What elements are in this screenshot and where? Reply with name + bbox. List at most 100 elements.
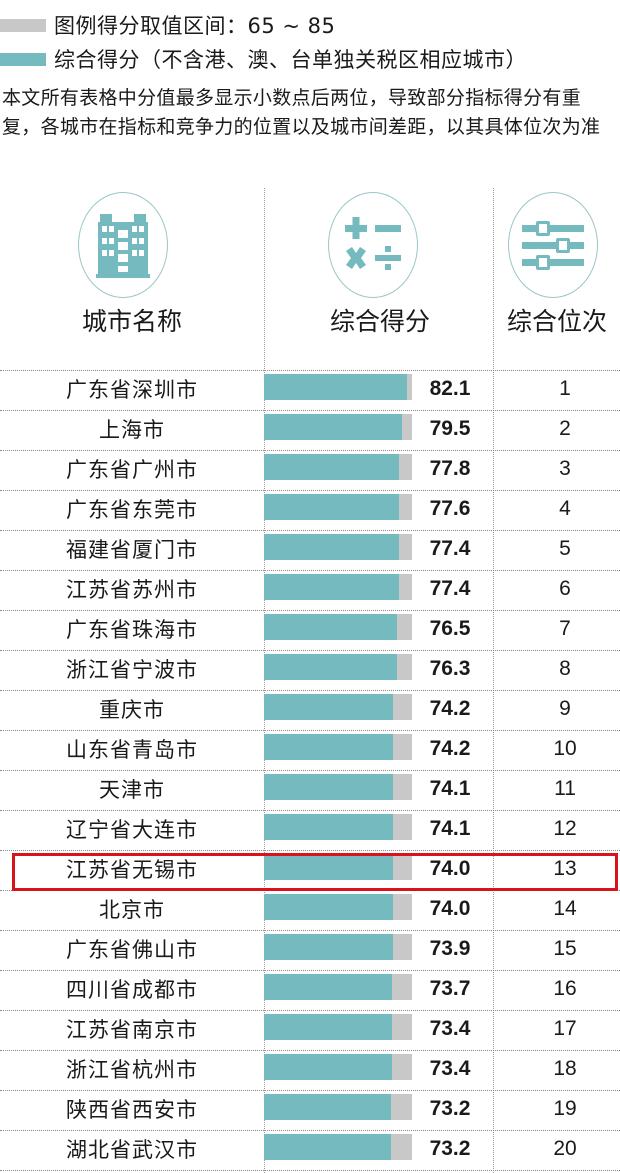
city-name: 辽宁省大连市 — [66, 818, 198, 842]
score-range-bar — [264, 774, 412, 800]
column-header-rank: 综合位次 — [506, 307, 607, 336]
row-divider — [0, 930, 620, 931]
score-value: 73.9 — [429, 937, 471, 960]
row-divider — [0, 450, 620, 451]
rank-value: 12 — [553, 817, 577, 840]
rank-value: 17 — [553, 1017, 577, 1040]
row-divider — [0, 650, 620, 651]
score-bar — [264, 574, 399, 600]
row-divider — [0, 730, 620, 731]
score-range-bar — [264, 1054, 412, 1080]
score-bar — [264, 774, 393, 800]
score-bar — [264, 974, 392, 1000]
city-name: 浙江省宁波市 — [66, 658, 198, 682]
rank-value: 1 — [559, 377, 571, 400]
score-range-bar — [264, 614, 412, 640]
score-range-bar — [264, 1134, 412, 1160]
score-bar — [264, 1134, 391, 1160]
row-divider — [0, 1090, 620, 1091]
table-row: 浙江省杭州市 73.4 18 — [0, 1050, 620, 1090]
score-bar — [264, 1014, 392, 1040]
rank-value: 19 — [553, 1097, 577, 1120]
score-range-bar — [264, 814, 412, 840]
row-divider — [0, 490, 620, 491]
table-row: 福建省厦门市 77.4 5 — [0, 530, 620, 570]
city-name: 江苏省苏州市 — [66, 578, 198, 602]
row-divider — [0, 1170, 620, 1171]
rank-value: 7 — [559, 617, 571, 640]
score-range-bar — [264, 854, 412, 880]
rank-value: 18 — [553, 1057, 577, 1080]
score-range-bar — [264, 934, 412, 960]
table-row: 广东省东莞市 77.6 4 — [0, 490, 620, 530]
score-value: 74.2 — [429, 697, 471, 720]
city-name: 四川省成都市 — [66, 978, 198, 1002]
city-name: 广东省佛山市 — [66, 938, 198, 962]
rank-value: 14 — [553, 897, 577, 920]
table-row: 上海市 79.5 2 — [0, 410, 620, 450]
score-range-bar — [264, 734, 412, 760]
score-value: 74.1 — [429, 817, 471, 840]
sliders-icon — [508, 192, 598, 298]
rank-value: 3 — [559, 457, 571, 480]
score-value: 77.4 — [429, 577, 471, 600]
city-name: 天津市 — [99, 778, 165, 802]
score-range-bar — [264, 534, 412, 560]
table-row: 重庆市 74.2 9 — [0, 690, 620, 730]
table-row: 山东省青岛市 74.2 10 — [0, 730, 620, 770]
table-row: 天津市 74.1 11 — [0, 770, 620, 810]
table-row: 广东省佛山市 73.9 15 — [0, 930, 620, 970]
column-divider — [493, 188, 494, 1173]
rank-value: 2 — [559, 417, 571, 440]
city-name: 浙江省杭州市 — [66, 1058, 198, 1082]
table-row: 浙江省宁波市 76.3 8 — [0, 650, 620, 690]
score-range-bar — [264, 654, 412, 680]
score-range-bar — [264, 494, 412, 520]
table-row: 江苏省无锡市 74.0 13 — [0, 850, 620, 890]
city-name: 山东省青岛市 — [66, 738, 198, 762]
row-divider — [0, 610, 620, 611]
row-divider — [0, 1130, 620, 1131]
score-range-bar — [264, 694, 412, 720]
city-name: 江苏省南京市 — [66, 1018, 198, 1042]
table-row: 陕西省西安市 73.2 19 — [0, 1090, 620, 1130]
highlight-box — [12, 853, 618, 891]
row-divider — [0, 850, 620, 851]
row-divider — [0, 410, 620, 411]
score-range-bar — [264, 1094, 412, 1120]
score-bar — [264, 534, 399, 560]
table-row: 四川省成都市 73.7 16 — [0, 970, 620, 1010]
row-divider — [0, 530, 620, 531]
score-value: 73.2 — [429, 1137, 471, 1160]
building-icon — [78, 192, 168, 298]
table-row: 江苏省南京市 73.4 17 — [0, 1010, 620, 1050]
city-name: 上海市 — [99, 418, 165, 442]
score-value: 76.3 — [429, 657, 471, 680]
rank-value: 8 — [559, 657, 571, 680]
column-divider — [264, 188, 265, 1173]
score-value: 74.0 — [429, 857, 471, 880]
city-name: 湖北省武汉市 — [66, 1138, 198, 1162]
score-bar — [264, 374, 407, 400]
column-header-city: 城市名称 — [81, 307, 182, 336]
score-bar — [264, 814, 393, 840]
rank-value: 11 — [554, 777, 576, 800]
score-value: 76.5 — [429, 617, 471, 640]
row-divider — [0, 970, 620, 971]
score-value: 73.4 — [429, 1057, 471, 1080]
score-value: 77.4 — [429, 537, 471, 560]
score-bar — [264, 414, 402, 440]
score-bar — [264, 1054, 392, 1080]
legend-range: 图例得分取值区间：65 ~ 85 — [0, 10, 335, 40]
rank-value: 9 — [559, 697, 571, 720]
score-value: 77.6 — [429, 497, 471, 520]
score-range-bar — [264, 974, 412, 1000]
score-value: 73.4 — [429, 1017, 471, 1040]
score-bar — [264, 654, 397, 680]
score-value: 77.8 — [429, 457, 471, 480]
rank-value: 10 — [553, 737, 577, 760]
table-row: 广东省深圳市 82.1 1 — [0, 370, 620, 410]
legend-score-swatch — [0, 52, 46, 66]
footnote: 本文所有表格中分值最多显示小数点后两位，导致部分指标得分有重复，各城市在指标和竞… — [2, 87, 601, 138]
city-name: 北京市 — [99, 898, 165, 922]
